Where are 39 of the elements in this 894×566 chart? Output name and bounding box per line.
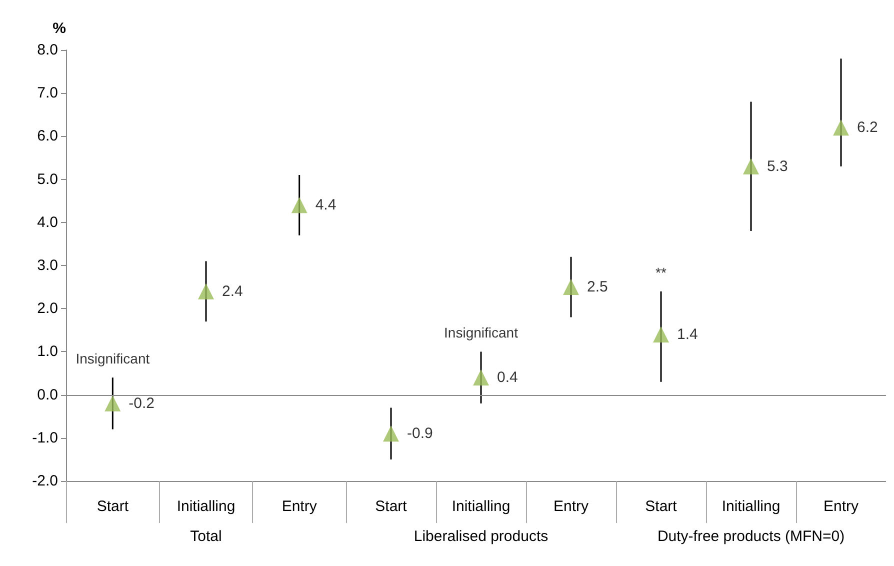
annotation: **: [656, 264, 667, 280]
y-tick-label: 6.0: [37, 128, 58, 145]
x-axis-title: Total: [190, 528, 222, 545]
x-axis-title: Liberalised products: [414, 528, 548, 545]
x-tick-label: Entry: [553, 498, 589, 515]
data-label: 2.4: [222, 282, 243, 300]
y-tick-label: 3.0: [37, 257, 58, 274]
y-tick-label: 4.0: [37, 214, 58, 231]
point: [291, 197, 308, 214]
x-tick-label: Start: [375, 498, 408, 515]
x-tick-label: Initialling: [452, 498, 510, 515]
point: [104, 395, 121, 412]
y-tick-label: 8.0: [37, 42, 58, 58]
y-tick-label: 5.0: [37, 170, 58, 188]
x-tick-label: Entry: [823, 498, 859, 515]
y-tick-label: 0.0: [37, 386, 58, 404]
y-tick-label: 2.0: [37, 300, 58, 318]
x-tick-label: Start: [96, 498, 130, 515]
y-tick-label: -2.0: [32, 472, 58, 490]
x-tick-label: Entry: [282, 498, 318, 515]
annotation: Insignificant: [444, 324, 518, 341]
x-tick-label: Initialling: [176, 498, 236, 515]
data-label: 2.5: [587, 278, 608, 296]
y-tick-label: -1.0: [32, 429, 58, 446]
data-label: 0.4: [497, 369, 518, 386]
data-label: 4.4: [315, 196, 336, 214]
y-tick-label: 1.0: [37, 343, 58, 360]
x-tick-label: Initialling: [722, 498, 780, 515]
x-tick-label: Start: [645, 498, 678, 515]
data-label: -0.9: [407, 425, 433, 442]
x-axis-title: Duty-free products (MFN=0): [657, 528, 845, 545]
data-label: 6.2: [857, 119, 878, 136]
data-label: 5.3: [767, 158, 788, 175]
point: [198, 283, 214, 300]
data-label: -0.2: [128, 394, 155, 412]
data-label: 1.4: [677, 326, 698, 343]
y-axis-title: %: [52, 20, 66, 37]
y-tick-label: 7.0: [37, 84, 58, 102]
annotation: Insignificant: [76, 350, 150, 367]
